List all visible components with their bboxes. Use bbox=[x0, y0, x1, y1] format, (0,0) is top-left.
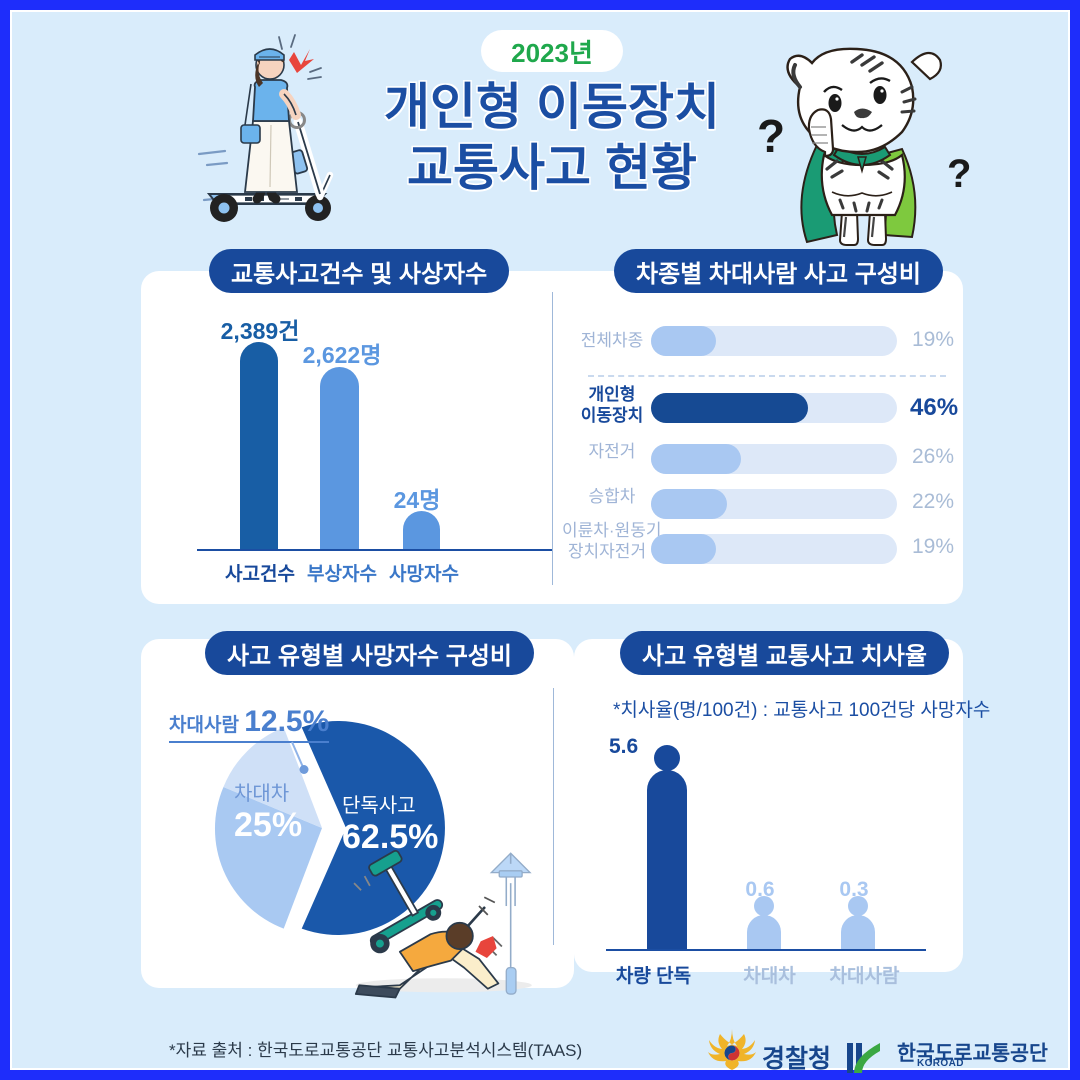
svg-text:?: ? bbox=[757, 110, 785, 162]
svg-text:?: ? bbox=[947, 152, 971, 196]
